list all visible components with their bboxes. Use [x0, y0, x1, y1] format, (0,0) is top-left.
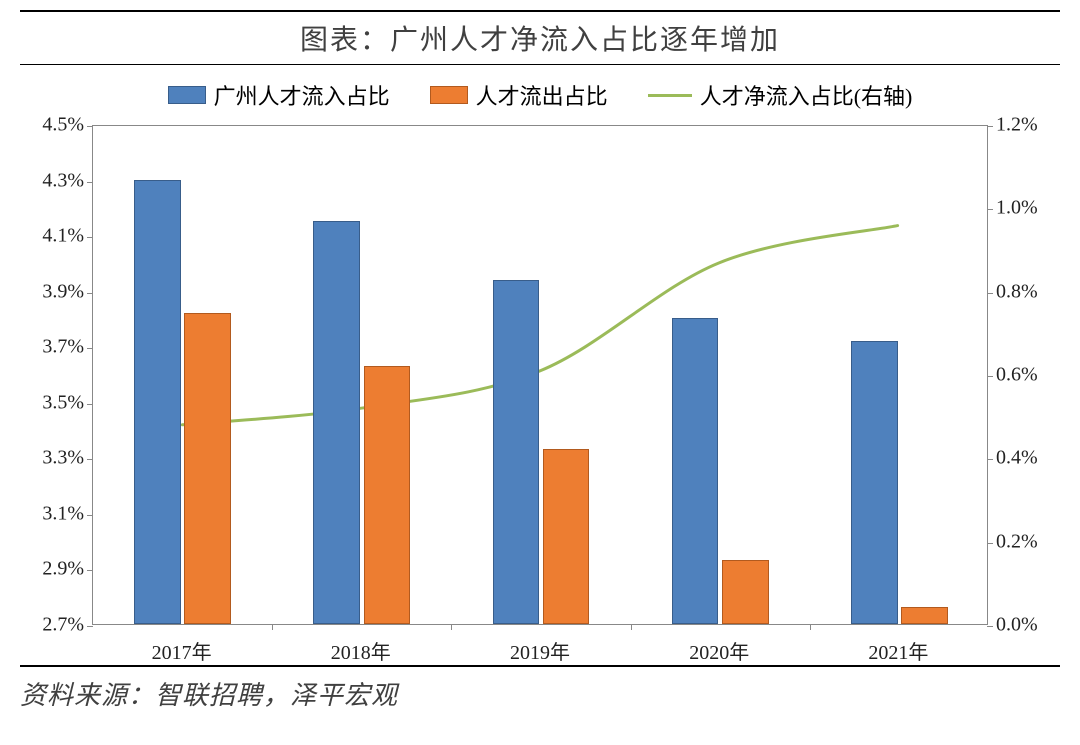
- y-right-tick: 0.2%: [996, 530, 1060, 553]
- bar-inflow: [851, 341, 898, 624]
- tick-mark: [987, 459, 993, 460]
- net-line: [182, 226, 897, 425]
- x-category-label: 2021年: [868, 636, 928, 665]
- tick-mark: [87, 570, 93, 571]
- y-right-tick: 1.2%: [996, 114, 1060, 137]
- tick-mark: [987, 376, 993, 377]
- tick-mark: [987, 209, 993, 210]
- y-right-tick: 0.8%: [996, 280, 1060, 303]
- plot-wrap: 2.7%2.9%3.1%3.3%3.5%3.7%3.9%4.1%4.3%4.5%…: [20, 125, 1060, 665]
- plot-area: [92, 125, 988, 625]
- y-left-tick: 3.3%: [20, 447, 84, 470]
- bar-inflow: [493, 280, 540, 624]
- tick-mark: [87, 182, 93, 183]
- legend-item-net: 人才净流入占比(右轴): [648, 79, 913, 111]
- tick-mark: [87, 237, 93, 238]
- tick-mark: [987, 126, 993, 127]
- legend-swatch-inflow: [168, 86, 206, 104]
- y-left-tick: 4.1%: [20, 225, 84, 248]
- tick-mark: [451, 624, 452, 630]
- x-category-label: 2018年: [331, 636, 391, 665]
- bar-outflow: [543, 449, 590, 624]
- y-right-tick: 0.0%: [996, 614, 1060, 637]
- bar-outflow: [901, 607, 948, 624]
- y-left-tick: 3.7%: [20, 336, 84, 359]
- tick-mark: [87, 348, 93, 349]
- y-left-tick: 4.5%: [20, 114, 84, 137]
- y-left-tick: 2.7%: [20, 614, 84, 637]
- tick-mark: [810, 624, 811, 630]
- tick-mark: [87, 459, 93, 460]
- source-text: 资料来源：智联招聘，泽平宏观: [20, 665, 1060, 712]
- tick-mark: [631, 624, 632, 630]
- tick-mark: [272, 624, 273, 630]
- tick-mark: [987, 543, 993, 544]
- chart-container: 图表：广州人才净流入占比逐年增加 广州人才流入占比 人才流出占比 人才净流入占比…: [20, 10, 1060, 730]
- bar-inflow: [134, 180, 181, 624]
- bar-outflow: [184, 313, 231, 624]
- legend-swatch-outflow: [430, 86, 468, 104]
- y-right-tick: 0.6%: [996, 364, 1060, 387]
- chart-title: 图表：广州人才净流入占比逐年增加: [20, 10, 1060, 65]
- tick-mark: [87, 515, 93, 516]
- tick-mark: [87, 293, 93, 294]
- bar-outflow: [364, 366, 411, 624]
- y-left-tick: 3.5%: [20, 391, 84, 414]
- x-category-label: 2020年: [689, 636, 749, 665]
- tick-mark: [87, 126, 93, 127]
- legend: 广州人才流入占比 人才流出占比 人才净流入占比(右轴): [20, 65, 1060, 121]
- legend-label-net: 人才净流入占比(右轴): [700, 79, 913, 111]
- legend-item-outflow: 人才流出占比: [430, 79, 608, 111]
- tick-mark: [87, 404, 93, 405]
- bar-outflow: [722, 560, 769, 624]
- tick-mark: [987, 626, 993, 627]
- y-left-tick: 3.1%: [20, 502, 84, 525]
- legend-item-inflow: 广州人才流入占比: [168, 79, 390, 111]
- y-right-tick: 0.4%: [996, 447, 1060, 470]
- tick-mark: [87, 626, 93, 627]
- bar-inflow: [313, 221, 360, 624]
- y-left-tick: 2.9%: [20, 558, 84, 581]
- x-category-label: 2019年: [510, 636, 570, 665]
- x-category-label: 2017年: [152, 636, 212, 665]
- y-left-tick: 4.3%: [20, 169, 84, 192]
- bar-inflow: [672, 318, 719, 624]
- legend-label-outflow: 人才流出占比: [476, 79, 608, 111]
- legend-line-net: [648, 94, 692, 97]
- tick-mark: [987, 293, 993, 294]
- y-left-tick: 3.9%: [20, 280, 84, 303]
- legend-label-inflow: 广州人才流入占比: [214, 79, 390, 111]
- y-right-tick: 1.0%: [996, 197, 1060, 220]
